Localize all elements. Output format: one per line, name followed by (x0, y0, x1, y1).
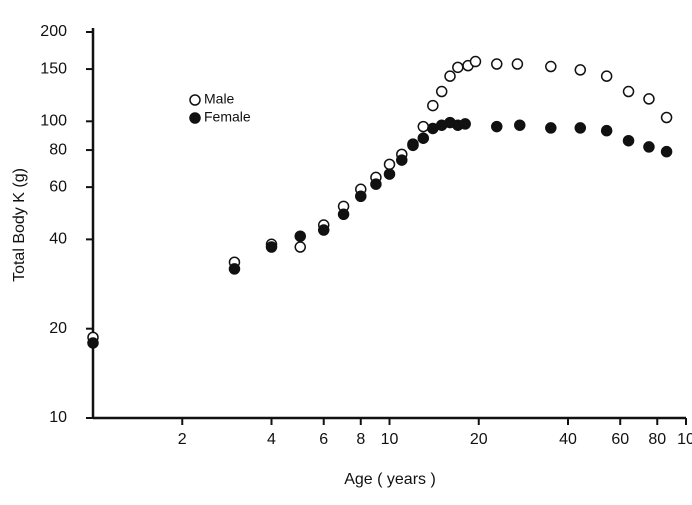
x-tick-label: 20 (470, 431, 488, 448)
x-tick-label: 10 (381, 431, 399, 448)
y-tick-label: 40 (49, 231, 67, 248)
point (294, 230, 306, 242)
y-tick-label: 100 (40, 113, 67, 130)
point (355, 190, 367, 203)
legend-label: Female (204, 109, 251, 125)
point (396, 154, 408, 166)
point (622, 85, 635, 98)
legend-marker (189, 112, 201, 124)
point (491, 120, 503, 133)
x-tick-label: 2 (178, 431, 187, 448)
point (370, 178, 382, 190)
point (317, 224, 330, 236)
point (407, 139, 419, 152)
point (574, 122, 587, 134)
point (228, 263, 241, 275)
x-axis-label: Age ( years ) (344, 471, 436, 488)
y-tick-label: 60 (49, 178, 67, 195)
point (427, 99, 439, 112)
point (294, 241, 306, 253)
y-axis-label: Total Body K (g) (11, 168, 28, 282)
point (383, 168, 396, 180)
x-tick-label: 40 (559, 431, 577, 448)
x-tick-label: 80 (648, 431, 666, 448)
point (417, 132, 430, 144)
point (383, 158, 396, 171)
point (643, 141, 655, 153)
y-tick-label: 10 (49, 409, 67, 426)
legend-marker (189, 94, 201, 106)
point (600, 124, 613, 137)
point (444, 70, 456, 82)
x-tick-label: 6 (319, 431, 328, 448)
point (417, 120, 430, 133)
point (469, 55, 482, 68)
point (459, 118, 471, 130)
y-tick-label: 150 (40, 60, 67, 77)
point (491, 58, 503, 70)
x-tick-label: 10 (677, 431, 692, 448)
x-tick-label: 4 (267, 431, 276, 448)
x-tick-label: 60 (611, 431, 629, 448)
point (622, 134, 635, 147)
x-tick-label: 8 (356, 431, 365, 448)
point (643, 93, 655, 105)
legend-label: Male (204, 91, 235, 107)
point (514, 119, 526, 131)
point (545, 122, 557, 134)
y-tick-label: 20 (49, 320, 67, 337)
point (545, 60, 557, 73)
point (511, 58, 524, 70)
point (452, 61, 464, 74)
point (600, 70, 613, 82)
y-tick-label: 200 (40, 23, 67, 40)
point (574, 64, 587, 76)
point (337, 208, 350, 221)
point (660, 111, 673, 124)
point (435, 85, 448, 98)
point (87, 337, 99, 349)
y-tick-label: 80 (49, 141, 67, 158)
point (265, 241, 278, 253)
point (660, 145, 673, 158)
